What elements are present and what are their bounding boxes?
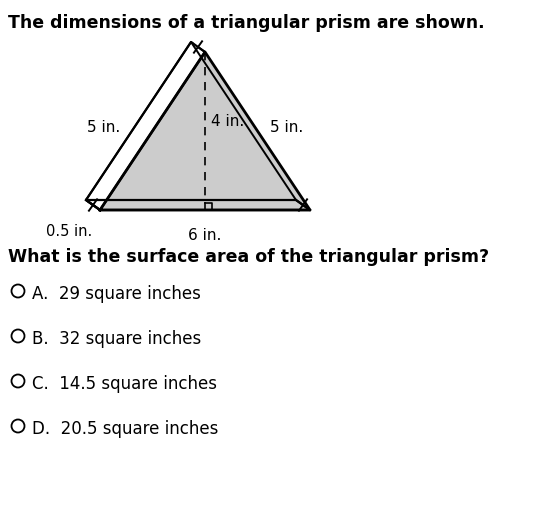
Text: 0.5 in.: 0.5 in. bbox=[46, 224, 92, 239]
Polygon shape bbox=[86, 42, 205, 210]
Text: What is the surface area of the triangular prism?: What is the surface area of the triangul… bbox=[8, 248, 489, 266]
Text: C.  14.5 square inches: C. 14.5 square inches bbox=[32, 375, 217, 393]
Text: 4 in.: 4 in. bbox=[211, 113, 244, 129]
Text: 5 in.: 5 in. bbox=[87, 120, 121, 134]
Polygon shape bbox=[100, 52, 310, 210]
Text: 5 in.: 5 in. bbox=[270, 120, 303, 134]
Polygon shape bbox=[86, 200, 310, 210]
Text: D.  20.5 square inches: D. 20.5 square inches bbox=[32, 420, 218, 438]
Text: A.  29 square inches: A. 29 square inches bbox=[32, 285, 201, 303]
Text: 6 in.: 6 in. bbox=[188, 228, 222, 243]
Text: The dimensions of a triangular prism are shown.: The dimensions of a triangular prism are… bbox=[8, 14, 485, 32]
Text: B.  32 square inches: B. 32 square inches bbox=[32, 330, 201, 348]
